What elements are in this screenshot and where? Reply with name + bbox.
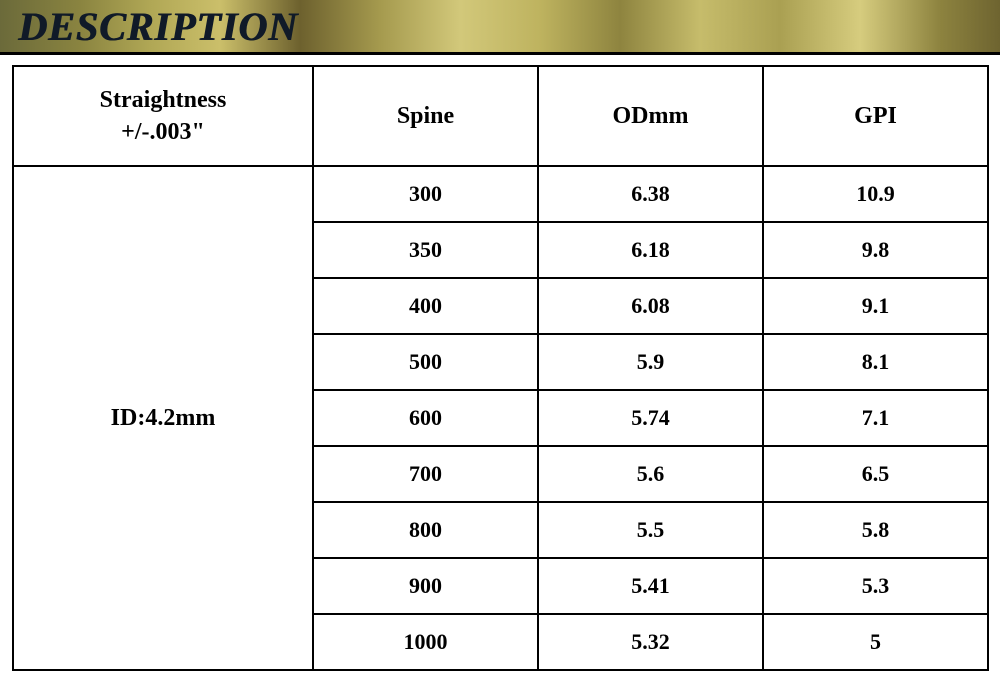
cell-od: 5.5: [538, 502, 763, 558]
banner-title: DESCRIPTION: [0, 3, 298, 50]
cell-gpi: 9.8: [763, 222, 988, 278]
table-row: ID:4.2mm 300 6.38 10.9: [13, 166, 988, 222]
description-banner: DESCRIPTION: [0, 0, 1000, 55]
cell-spine: 800: [313, 502, 538, 558]
col-header-straightness-line2: +/-.003": [14, 116, 312, 148]
cell-gpi: 10.9: [763, 166, 988, 222]
cell-od: 6.18: [538, 222, 763, 278]
cell-spine: 500: [313, 334, 538, 390]
cell-od: 5.74: [538, 390, 763, 446]
cell-od: 5.6: [538, 446, 763, 502]
cell-spine: 700: [313, 446, 538, 502]
cell-gpi: 7.1: [763, 390, 988, 446]
cell-gpi: 9.1: [763, 278, 988, 334]
cell-spine: 600: [313, 390, 538, 446]
col-header-straightness-line1: Straightness: [100, 87, 227, 113]
cell-spine: 350: [313, 222, 538, 278]
cell-gpi: 6.5: [763, 446, 988, 502]
table-header-row: Straightness +/-.003" Spine ODmm GPI: [13, 66, 988, 166]
cell-od: 5.9: [538, 334, 763, 390]
cell-spine: 400: [313, 278, 538, 334]
col-header-gpi: GPI: [763, 66, 988, 166]
cell-spine: 1000: [313, 614, 538, 670]
spec-table-container: Straightness +/-.003" Spine ODmm GPI ID:…: [0, 55, 1000, 671]
cell-od: 6.08: [538, 278, 763, 334]
cell-spine: 900: [313, 558, 538, 614]
cell-gpi: 5: [763, 614, 988, 670]
col-header-straightness: Straightness +/-.003": [13, 66, 313, 166]
col-header-odmm: ODmm: [538, 66, 763, 166]
col-header-spine: Spine: [313, 66, 538, 166]
cell-spine: 300: [313, 166, 538, 222]
cell-gpi: 5.3: [763, 558, 988, 614]
spec-table: Straightness +/-.003" Spine ODmm GPI ID:…: [12, 65, 989, 671]
cell-od: 5.41: [538, 558, 763, 614]
cell-gpi: 5.8: [763, 502, 988, 558]
cell-od: 5.32: [538, 614, 763, 670]
cell-od: 6.38: [538, 166, 763, 222]
row-label-id: ID:4.2mm: [13, 166, 313, 670]
cell-gpi: 8.1: [763, 334, 988, 390]
